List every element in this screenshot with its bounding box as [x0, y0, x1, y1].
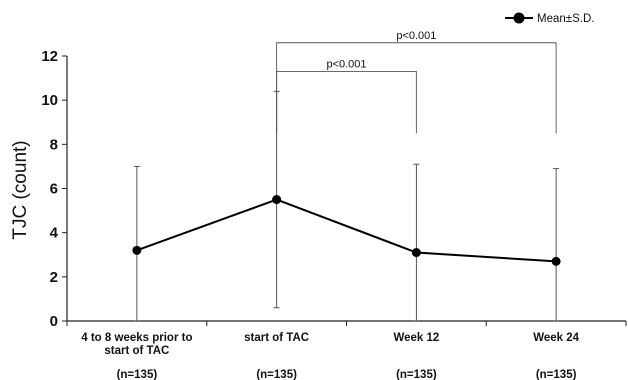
x-tick-label: start of TAC: [244, 332, 309, 344]
legend-marker: [513, 12, 525, 24]
x-tick-label: Week 12: [393, 332, 439, 344]
data-point: [272, 195, 282, 205]
y-tick-label: 8: [50, 136, 58, 153]
legend-label: Mean±S.D.: [537, 13, 594, 25]
n-label: (n=135): [117, 369, 158, 380]
data-point: [551, 256, 561, 266]
data-point: [411, 248, 421, 258]
legend: Mean±S.D.: [505, 12, 594, 25]
significance-label: p<0.001: [326, 58, 366, 70]
significance-bracket: [276, 71, 417, 134]
y-tick-label: 0: [50, 313, 58, 330]
y-axis-label: TJC (count): [10, 140, 31, 239]
series-line: [136, 198, 557, 263]
y-tick-label: 4: [50, 225, 59, 242]
y-tick-label: 2: [50, 269, 58, 286]
data-point: [132, 245, 142, 255]
n-label: (n=135): [536, 369, 577, 380]
x-tick-label: start of TAC: [104, 345, 169, 357]
n-label: (n=135): [396, 369, 437, 380]
significance-label: p<0.001: [396, 30, 436, 42]
x-tick-label: 4 to 8 weeks prior to: [81, 332, 192, 344]
y-tick-label: 10: [41, 92, 58, 109]
y-tick-label: 6: [50, 181, 58, 198]
y-tick-label: 12: [41, 48, 58, 65]
x-tick-label: Week 24: [533, 332, 579, 344]
n-label: (n=135): [256, 369, 297, 380]
